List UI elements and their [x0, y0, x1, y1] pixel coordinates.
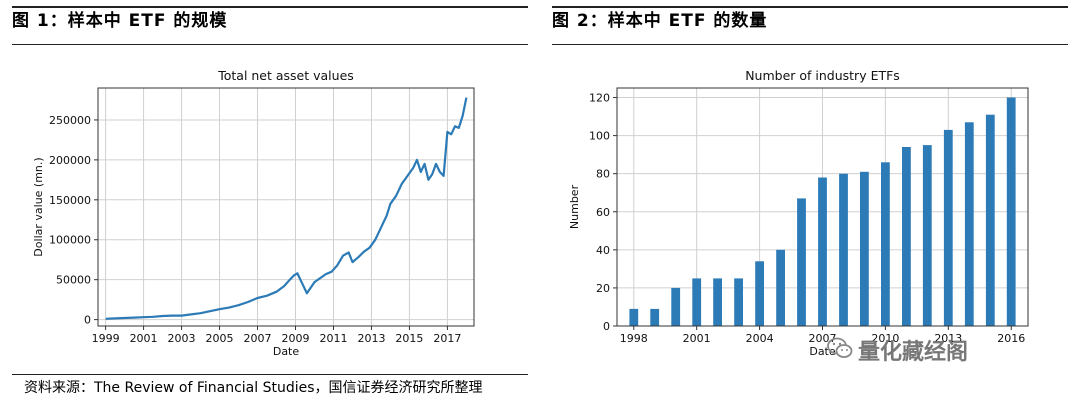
count-xtick-label: 2016	[997, 332, 1025, 345]
tna-ytick-label: 100000	[49, 234, 91, 247]
count-ytick-label: 60	[596, 206, 610, 219]
etf-count-bar-chart: 1998 2001 2004 2007 2010 2013 2016020406080100…	[568, 68, 1029, 358]
count-bar	[650, 308, 660, 326]
count-bar	[818, 177, 827, 326]
figure-1-source: 资料来源：The Review of Financial Studies，国信证…	[12, 374, 528, 401]
tna-ytick-label: 50000	[56, 274, 91, 287]
figure-1-header	[12, 6, 528, 45]
count-bar	[860, 171, 869, 326]
tna-xtick-label: 2009	[281, 332, 309, 345]
tna-ytick-label: 150000	[49, 194, 91, 207]
count-xtick-label: 2013	[934, 332, 962, 345]
tna-xtick-label: 2001	[130, 332, 158, 345]
tna-xtick-label: 2007	[244, 332, 272, 345]
count-bar	[629, 308, 639, 326]
figure-1-panel: 图 1：样本中 ETF 的规模 1999 2001 2003 2005 2007 2009…	[12, 6, 528, 401]
count-xtick-label: 1998	[620, 332, 648, 345]
count-xtick-label: 2010	[871, 332, 899, 345]
count-bar	[902, 147, 911, 326]
count-bar	[985, 114, 995, 326]
count-bar	[755, 261, 764, 326]
tna-frame	[97, 87, 475, 327]
tna-ylabel: Dollar value (mn.)	[32, 157, 45, 256]
count-bar	[922, 145, 932, 326]
tna-xtick-label: 1999	[92, 332, 120, 345]
watermark-text: 量化藏经阁	[858, 340, 969, 365]
tna-series-line	[105, 97, 468, 320]
count-ytick-label: 80	[596, 168, 610, 181]
count-xtick-label: 2004	[746, 332, 774, 345]
tna-xtick-label: 2011	[319, 332, 347, 345]
count-bar	[943, 129, 953, 326]
tna-xtick-label: 2013	[357, 332, 385, 345]
wechat-icon	[827, 337, 853, 358]
tna-xtick-label: 2003	[168, 332, 196, 345]
tna-ytick-label: 0	[84, 314, 91, 327]
count-bar	[1006, 97, 1016, 326]
tna-xtick-label: 2017	[433, 332, 461, 345]
figure-2-panel: 图 2：样本中 ETF 的数量 1998 2001 2004 2007 2010 2013…	[540, 0, 1080, 404]
count-bar	[671, 287, 681, 326]
figure-2-title: 图 2：样本中 ETF 的数量	[552, 11, 768, 31]
count-ytick-label: 100	[589, 130, 610, 143]
tna-line-chart: 1999 2001 2003 2005 2007 2009 2011 2013 2015 2017…	[32, 68, 475, 358]
tna-ytick-label: 200000	[49, 154, 91, 167]
count-bar	[713, 278, 722, 326]
count-bar	[797, 198, 806, 326]
count-bar	[839, 173, 848, 326]
count-ytick-label: 20	[596, 282, 610, 295]
count-title: Number of industry ETFs	[745, 68, 900, 83]
figure-1-title: 图 1：样本中 ETF 的规模	[12, 11, 228, 31]
tna-title: Total net asset values	[217, 68, 354, 83]
count-ytick-label: 120	[589, 92, 610, 105]
count-bar	[881, 162, 890, 326]
tna-xlabel: Date	[273, 345, 300, 358]
tna-xtick-label: 2015	[395, 332, 423, 345]
count-ytick-label: 0	[603, 320, 610, 333]
figure-2-header	[552, 6, 1068, 45]
tna-xtick-label: 2005	[206, 332, 234, 345]
count-ytick-label: 40	[596, 244, 610, 257]
tna-ytick-label: 250000	[49, 114, 91, 127]
count-xtick-label: 2001	[683, 332, 711, 345]
count-bar	[734, 278, 743, 326]
count-bar	[964, 122, 974, 326]
count-bar	[776, 249, 785, 326]
count-bar	[692, 278, 702, 326]
count-ylabel: Number	[568, 184, 581, 229]
